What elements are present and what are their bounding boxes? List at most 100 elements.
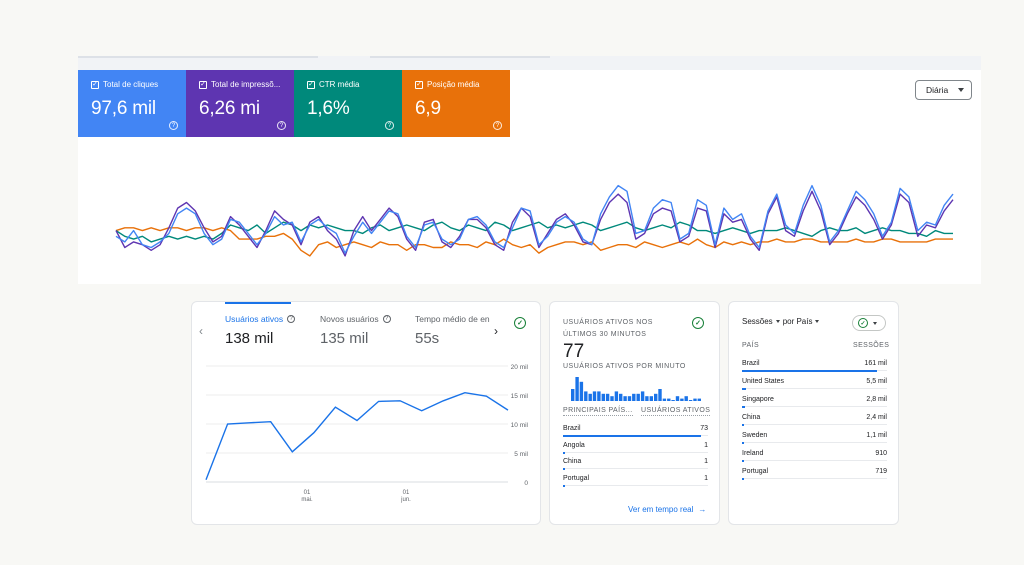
col-country: PAÍS — [742, 342, 760, 349]
users-series-line — [205, 391, 509, 480]
tab-active-users[interactable]: Usuários ativos? 138 mil — [225, 302, 315, 347]
minute-bar — [688, 400, 693, 401]
table-row[interactable]: China 1 — [563, 458, 708, 465]
check-circle-icon[interactable]: ✓ — [514, 317, 526, 329]
metric-label: Total de impressõ... — [211, 80, 281, 89]
period-dropdown[interactable]: Diária — [915, 80, 972, 100]
table-row[interactable]: Angola 1 — [563, 442, 708, 449]
series-line-position — [115, 227, 953, 257]
caret-down-icon — [873, 321, 877, 325]
country-name: Portugal — [742, 468, 769, 475]
tab-label: Novos usuários — [320, 314, 379, 324]
check-circle-icon[interactable]: ✓ — [692, 317, 704, 329]
metric-card-clicks[interactable]: ✓ Total de cliques 97,6 mil ? — [78, 70, 186, 137]
country-value: 161 mil — [864, 360, 887, 367]
minute-bar — [579, 381, 584, 401]
country-value: 2,4 mil — [866, 414, 887, 421]
minute-bar — [588, 393, 592, 401]
country-name: Ireland — [742, 450, 764, 457]
metric-card-ctr[interactable]: ✓ CTR média 1,6% ? — [294, 70, 402, 137]
realtime-link[interactable]: Ver em tempo real → — [628, 505, 706, 514]
realtime-active-users: 77 — [563, 341, 585, 362]
table-row[interactable]: Portugal 719 — [742, 468, 887, 475]
row-share-bar — [742, 460, 744, 462]
tab-label: Usuários ativos — [225, 314, 284, 324]
country-name: Portugal — [563, 474, 590, 482]
minute-bar — [632, 393, 636, 401]
checkbox-icon[interactable]: ✓ — [307, 80, 315, 89]
period-label: Diária — [926, 85, 949, 95]
country-value: 1 — [704, 474, 708, 482]
table-row[interactable]: Brazil 161 mil — [742, 360, 887, 367]
minute-bar — [623, 396, 627, 401]
analytics-overview-card: ‹ Usuários ativos? 138 mil Novos usuário… — [191, 301, 541, 525]
country-name: China — [742, 414, 761, 421]
minute-bar — [584, 391, 588, 401]
metric-value: 6,9 — [415, 98, 441, 119]
y-tick-label: 0 — [524, 480, 528, 487]
caret-down-icon — [815, 320, 820, 323]
minute-bar — [614, 391, 619, 401]
metric-card-position[interactable]: ✓ Posição média 6,9 ? — [402, 70, 510, 137]
table-row[interactable]: Brazil 73 — [563, 425, 708, 432]
row-share-bar — [563, 435, 701, 437]
metric-value: 97,6 mil — [91, 98, 156, 119]
tab-engagement-time[interactable]: Tempo médio de en 55s — [415, 302, 490, 347]
table-row[interactable]: United States 5,5 mil — [742, 378, 887, 385]
realtime-link-label: Ver em tempo real — [628, 505, 694, 514]
performance-line-chart — [115, 184, 954, 257]
minute-bar — [662, 398, 667, 401]
metric-label: CTR média — [319, 80, 360, 89]
minute-bar — [601, 393, 605, 401]
table-row[interactable]: Ireland 910 — [742, 450, 887, 457]
table-row[interactable]: Sweden 1,1 mil — [742, 432, 887, 439]
country-name: United States — [742, 378, 785, 385]
row-track — [563, 484, 708, 486]
minute-bar — [610, 396, 614, 401]
help-icon[interactable]: ? — [382, 315, 391, 323]
x-tick-day: 01 — [403, 490, 410, 496]
checkbox-icon[interactable]: ✓ — [91, 80, 99, 89]
help-icon[interactable]: ? — [493, 121, 502, 130]
country-value: 73 — [700, 425, 708, 432]
table-row[interactable]: Singapore 2,8 mil — [742, 396, 887, 403]
y-tick-label: 10 mil — [511, 422, 529, 429]
country-value: 1 — [704, 441, 708, 449]
checkbox-icon[interactable]: ✓ — [415, 80, 423, 89]
help-icon[interactable]: ? — [277, 121, 286, 130]
minute-bar — [575, 377, 579, 401]
country-name: Angola — [563, 441, 585, 449]
minute-bar — [654, 393, 658, 401]
help-icon[interactable]: ? — [169, 121, 178, 130]
x-tick-month: mai. — [301, 497, 313, 503]
metric-selector[interactable]: Sessões — [742, 317, 773, 326]
help-icon[interactable]: ? — [385, 121, 394, 130]
tab-new-users[interactable]: Novos usuários? 135 mil — [320, 302, 410, 347]
dimension-selector[interactable]: por País — [782, 317, 813, 326]
series-line-ctr — [115, 221, 953, 243]
minute-bar — [640, 391, 645, 401]
table-row[interactable]: Portugal 1 — [563, 475, 708, 482]
row-track — [563, 451, 708, 453]
minute-bar — [671, 400, 675, 401]
tab-value: 55s — [415, 330, 440, 347]
card-header: Sessões por País — [742, 317, 820, 326]
metric-card-impressions[interactable]: ✓ Total de impressõ... 6,26 mi ? — [186, 70, 294, 137]
comparison-chip[interactable]: ✓ — [852, 315, 886, 331]
country-value: 2,8 mil — [866, 396, 887, 403]
y-tick-label: 20 mil — [511, 364, 529, 371]
row-share-bar — [742, 478, 744, 480]
col-country: PRINCIPAIS PAÍS... — [563, 407, 633, 416]
chevron-left-icon[interactable]: ‹ — [199, 324, 203, 338]
checkbox-icon[interactable]: ✓ — [199, 80, 207, 89]
minute-bar — [605, 393, 610, 401]
row-track — [563, 468, 708, 469]
help-icon[interactable]: ? — [287, 315, 296, 323]
chevron-right-icon[interactable]: › — [494, 324, 498, 338]
tab-value: 135 mil — [320, 330, 369, 347]
col-sessions: SESSÕES — [853, 342, 890, 349]
minute-bar — [571, 389, 575, 401]
table-row[interactable]: China 2,4 mil — [742, 414, 887, 421]
row-share-bar — [742, 424, 744, 426]
strip-segment — [468, 56, 550, 58]
